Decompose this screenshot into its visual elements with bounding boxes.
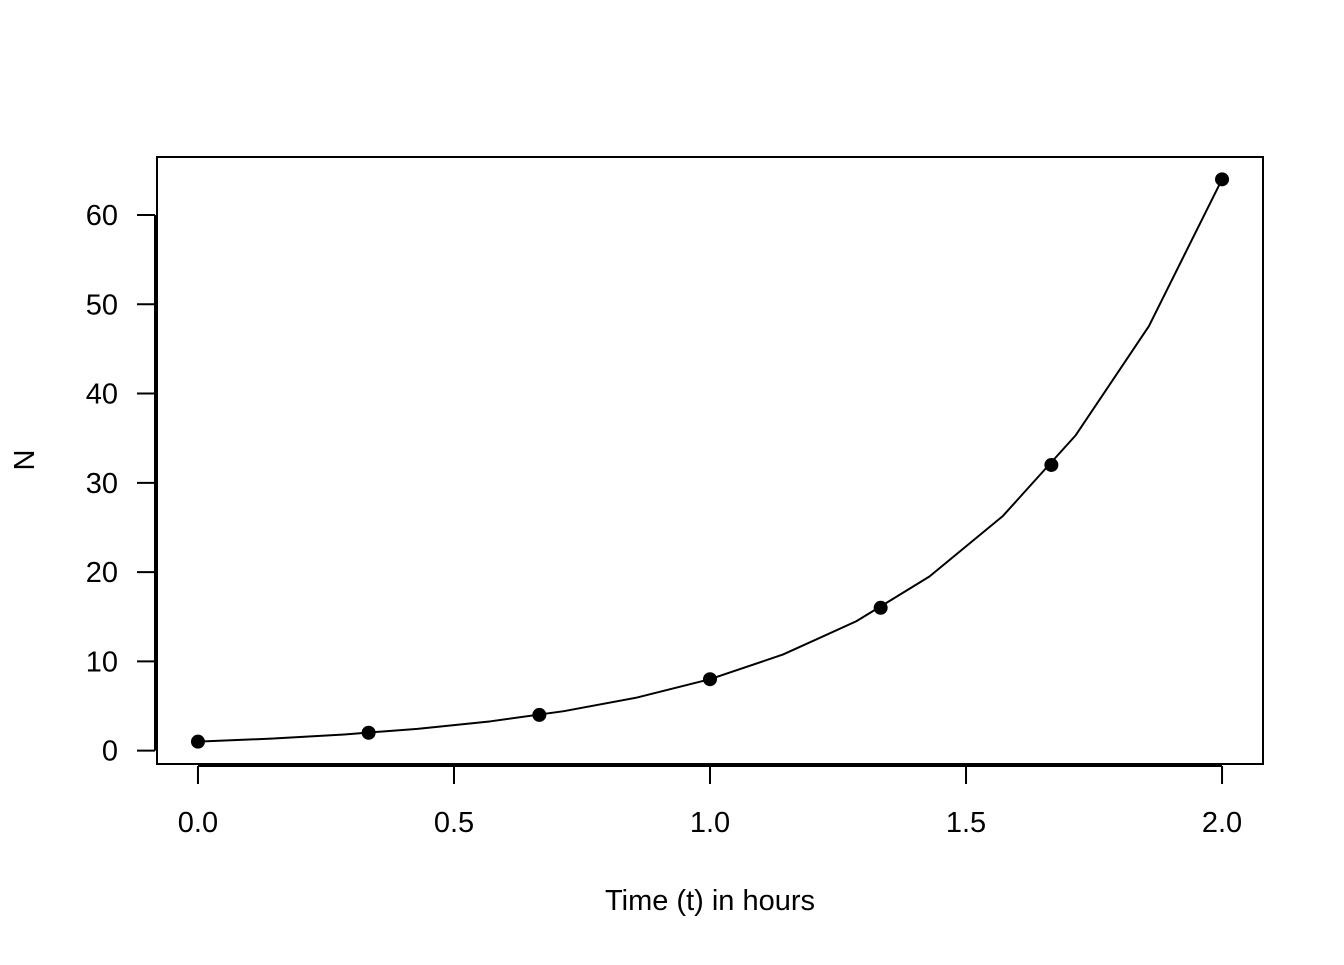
data-point <box>703 672 717 687</box>
x-axis: 0.0 0.5 1.0 1.5 2.0 <box>178 765 1242 839</box>
x-axis-label: Time (t) in hours <box>605 885 815 917</box>
y-axis-label: N <box>9 450 41 471</box>
y-tick-label: 30 <box>86 468 118 500</box>
data-point <box>361 725 376 740</box>
y-tick-label: 60 <box>86 200 118 232</box>
y-tick-label: 20 <box>86 557 118 589</box>
data-point <box>873 600 888 615</box>
y-axis: 0 10 20 30 40 50 60 <box>86 200 156 768</box>
x-tick-label: 1.0 <box>690 807 730 839</box>
data-point <box>532 707 547 722</box>
plot-frame <box>156 156 1264 765</box>
growth-curve-line <box>197 178 1223 743</box>
data-point <box>1044 457 1059 472</box>
y-tick-label: 0 <box>102 736 118 768</box>
y-tick-label: 40 <box>86 379 118 411</box>
data-point <box>1215 172 1230 187</box>
x-tick-label: 2.0 <box>1202 807 1242 839</box>
y-tick-label: 10 <box>86 646 118 678</box>
series-layer <box>190 172 1230 749</box>
x-tick-label: 0.5 <box>434 807 474 839</box>
x-tick-label: 0.0 <box>178 807 218 839</box>
y-tick-label: 50 <box>86 289 118 321</box>
data-point <box>190 734 205 749</box>
x-tick-label: 1.5 <box>946 807 986 839</box>
